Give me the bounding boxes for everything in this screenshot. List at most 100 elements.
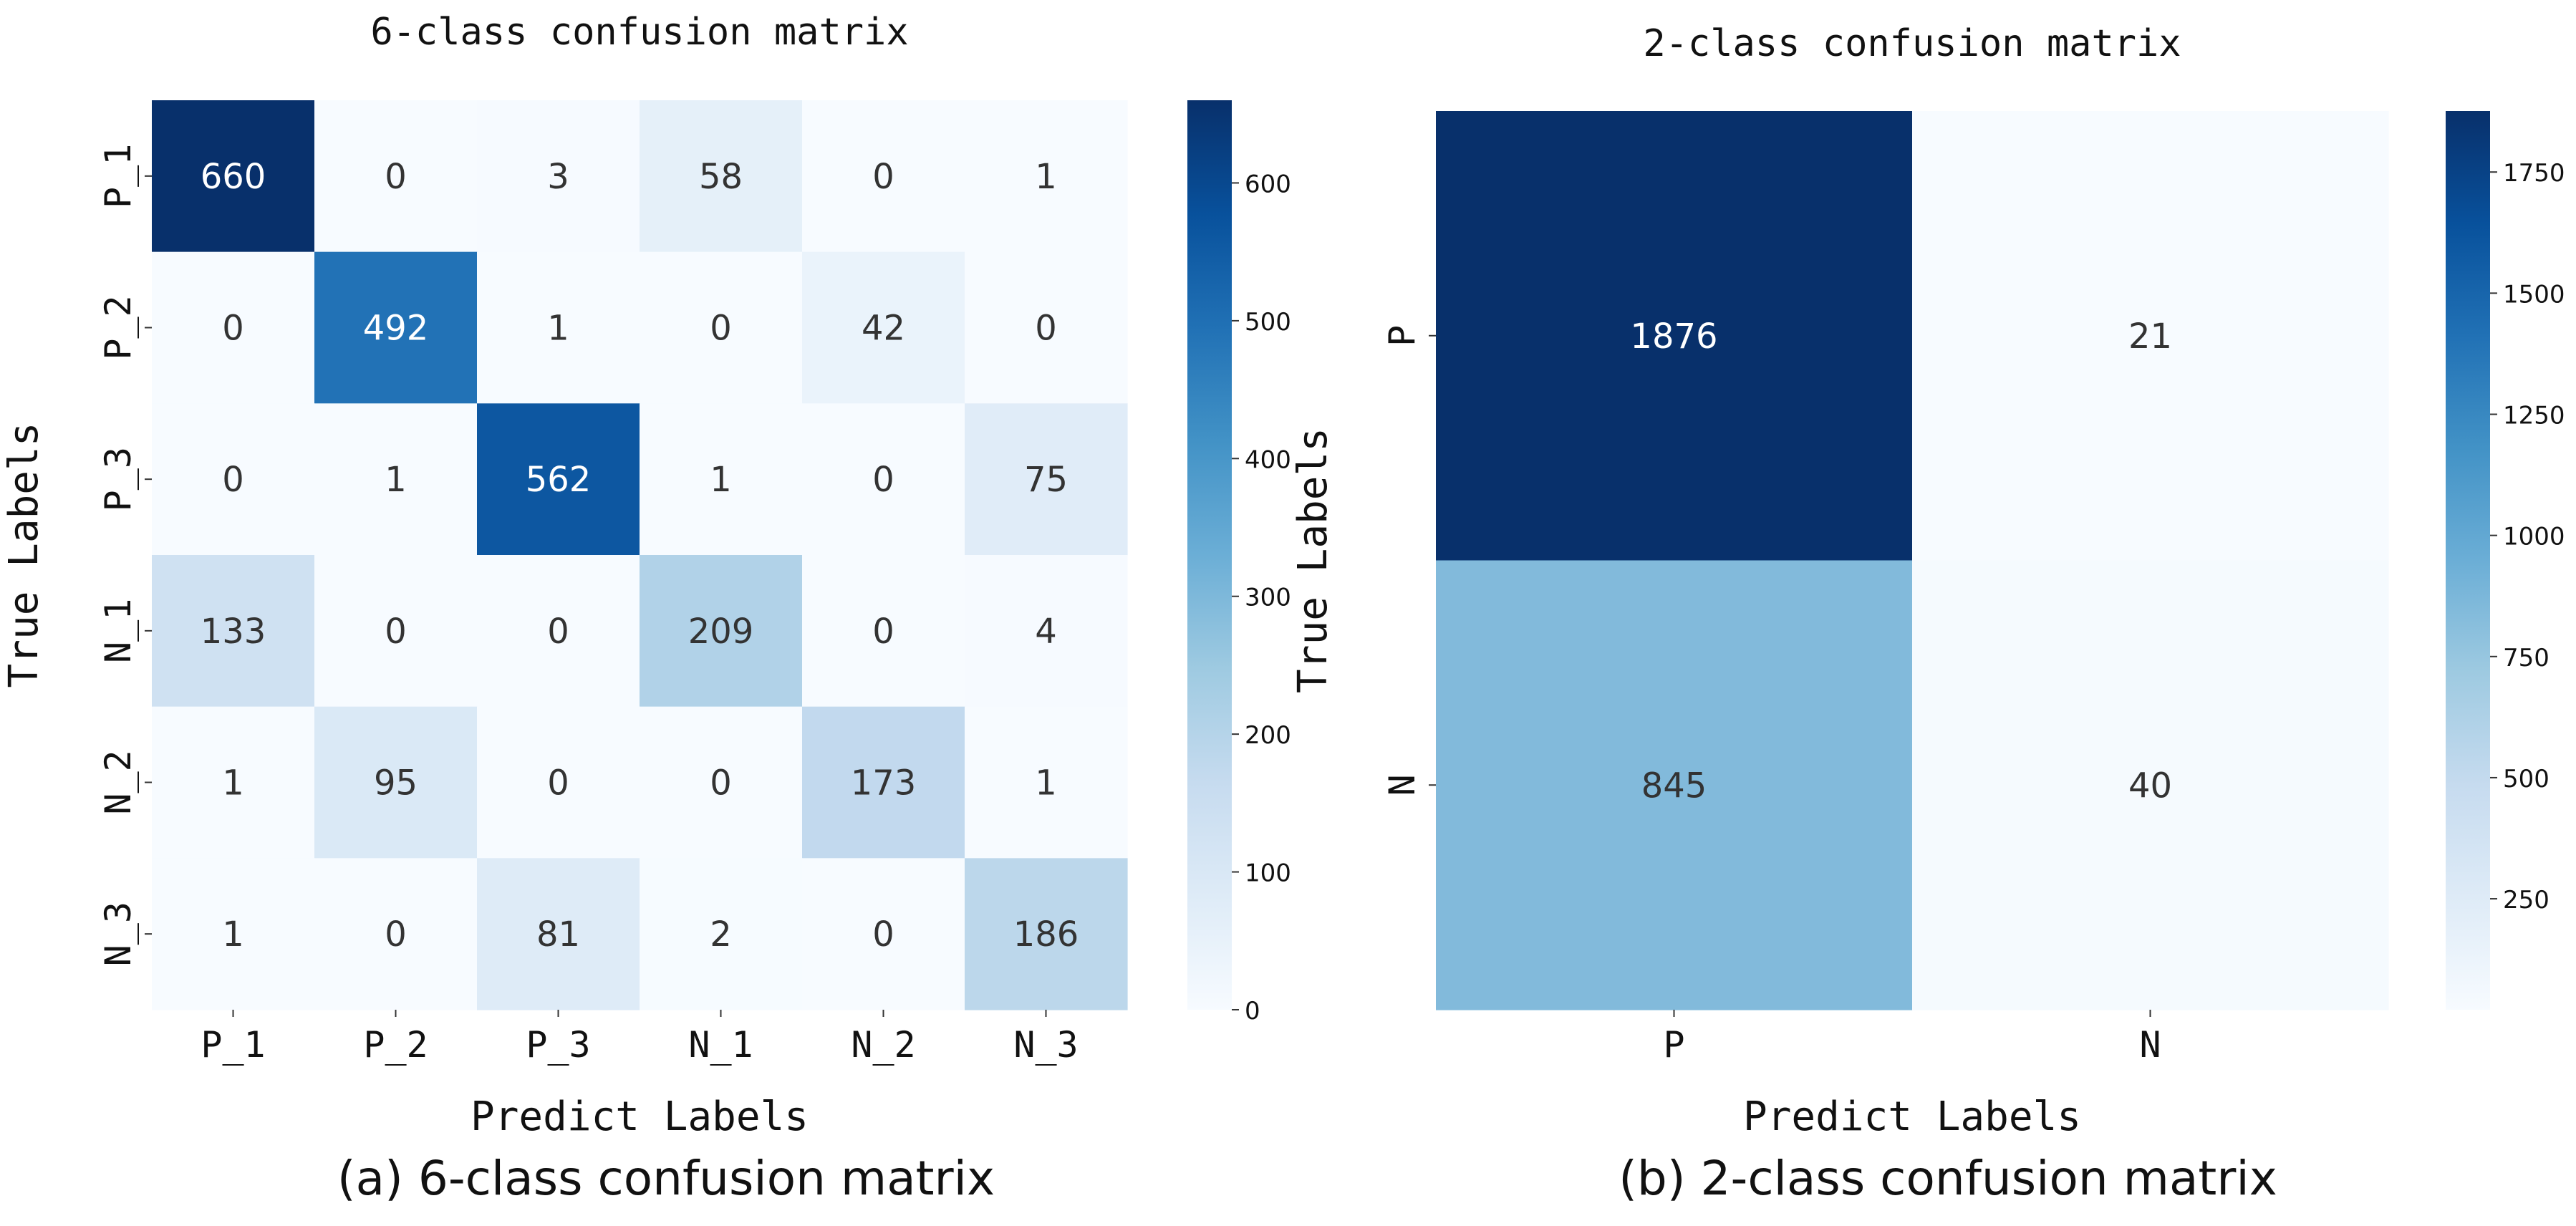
heatmap-cell [640, 555, 803, 708]
cell-value: 0 [872, 157, 894, 197]
colorbar-tick-label: 1000 [2503, 523, 2565, 551]
heatmap-cell [477, 555, 640, 708]
cell-value: 95 [374, 763, 418, 803]
heatmap-cell [314, 100, 478, 253]
y-tick-label: P [1381, 325, 1423, 347]
x-tick-label: N_2 [851, 1024, 915, 1066]
heatmap-cell [640, 706, 803, 859]
colorbar-tick-label: 1250 [2503, 402, 2565, 430]
cell-value: 81 [536, 914, 580, 955]
x-tick-label: P [1663, 1024, 1684, 1066]
cell-value: 75 [1024, 460, 1068, 500]
heatmap-cell [152, 251, 315, 404]
heatmap-cell [1436, 111, 1913, 561]
cell-value: 1 [547, 309, 569, 349]
cell-value: 0 [872, 460, 894, 500]
heatmap-cell [314, 555, 478, 708]
colorbar-tick-label: 1750 [2503, 159, 2565, 188]
cell-value: 0 [872, 914, 894, 955]
x-tick-label: P_3 [526, 1024, 590, 1066]
caption-right: (b) 2-class confusion matrix [1619, 1151, 2277, 1206]
cell-value: 133 [201, 612, 266, 652]
heatmap-cell [152, 555, 315, 708]
heatmap-cell [1436, 560, 1913, 1010]
cell-value: 1 [385, 460, 407, 500]
cell-value: 0 [385, 612, 407, 652]
cell-value: 209 [688, 612, 754, 652]
y-tick-label: N_3 [97, 902, 139, 966]
cell-value: 21 [2128, 317, 2172, 357]
colorbar-tick-label: 600 [1245, 170, 1291, 198]
x-axis-label: Predict Labels [471, 1094, 809, 1140]
y-axis-label: True Labels [1, 423, 47, 688]
colorbar-tick-label: 250 [2503, 886, 2550, 914]
y-tick-label: N_1 [97, 599, 139, 663]
cell-value: 0 [872, 612, 894, 652]
cell-value: 0 [547, 612, 569, 652]
caption-left: (a) 6-class confusion matrix [337, 1151, 995, 1206]
heatmap-cell [477, 858, 640, 1010]
heatmap-cell [152, 706, 315, 859]
heatmap-cell [802, 706, 965, 859]
cell-value: 1 [222, 763, 244, 803]
cell-value: 2 [710, 914, 732, 955]
heatmap-cell [477, 403, 640, 556]
cell-value: 186 [1013, 914, 1079, 955]
x-tick-label: N_1 [688, 1024, 753, 1066]
cell-value: 492 [363, 309, 429, 349]
y-axis-label: True Labels [1290, 428, 1336, 693]
heatmap-cell [314, 251, 478, 404]
colorbar-tick-label: 750 [2503, 644, 2550, 672]
heatmap-cell [965, 706, 1128, 859]
cell-value: 40 [2128, 766, 2172, 806]
cell-value: 58 [699, 157, 743, 197]
heatmap-cell [152, 100, 315, 253]
cell-value: 0 [222, 309, 244, 349]
heatmap-cell [965, 858, 1128, 1010]
x-tick-label: P_2 [363, 1024, 428, 1066]
cell-value: 0 [547, 763, 569, 803]
cell-value: 0 [710, 309, 732, 349]
chart-title: 2-class confusion matrix [1643, 22, 2181, 65]
heatmap-cell [965, 100, 1128, 253]
cell-value: 1 [710, 460, 732, 500]
heatmap-cell [640, 251, 803, 404]
heatmap-cell [152, 403, 315, 556]
heatmap-cell [314, 858, 478, 1010]
colorbar [1187, 100, 1232, 1010]
cell-value: 1 [1035, 157, 1057, 197]
cell-value: 0 [385, 157, 407, 197]
colorbar-tick-label: 100 [1245, 859, 1291, 888]
heatmap-cell [314, 706, 478, 859]
x-tick-label: N [2139, 1024, 2161, 1066]
heatmap-cell [1912, 111, 2389, 561]
heatmap-cell [802, 251, 965, 404]
heatmap-cell [1912, 560, 2389, 1010]
cell-value: 1 [1035, 763, 1057, 803]
colorbar-tick-label: 500 [2503, 765, 2550, 793]
heatmap-cell [965, 251, 1128, 404]
heatmap-cell [152, 858, 315, 1010]
cell-value: 42 [862, 309, 905, 349]
colorbar-tick-label: 200 [1245, 721, 1291, 750]
y-tick-label: P_1 [97, 144, 139, 208]
colorbar [2446, 111, 2490, 1010]
cell-value: 173 [851, 763, 917, 803]
colorbar-tick-label: 0 [1245, 997, 1260, 1025]
heatmap-cell [802, 403, 965, 556]
x-tick-label: N_3 [1013, 1024, 1078, 1066]
cell-value: 3 [547, 157, 569, 197]
y-tick-label: N_2 [97, 750, 139, 814]
chart-title: 6-class confusion matrix [370, 11, 908, 54]
y-tick-label: P_2 [97, 295, 139, 359]
heatmap-cell [965, 403, 1128, 556]
heatmap-cell [802, 100, 965, 253]
cell-value: 0 [222, 460, 244, 500]
cell-value: 1 [222, 914, 244, 955]
heatmap-cell [640, 403, 803, 556]
cell-value: 845 [1641, 766, 1707, 806]
x-axis-label: Predict Labels [1743, 1094, 2081, 1140]
cell-value: 0 [1035, 309, 1057, 349]
cell-value: 0 [710, 763, 732, 803]
